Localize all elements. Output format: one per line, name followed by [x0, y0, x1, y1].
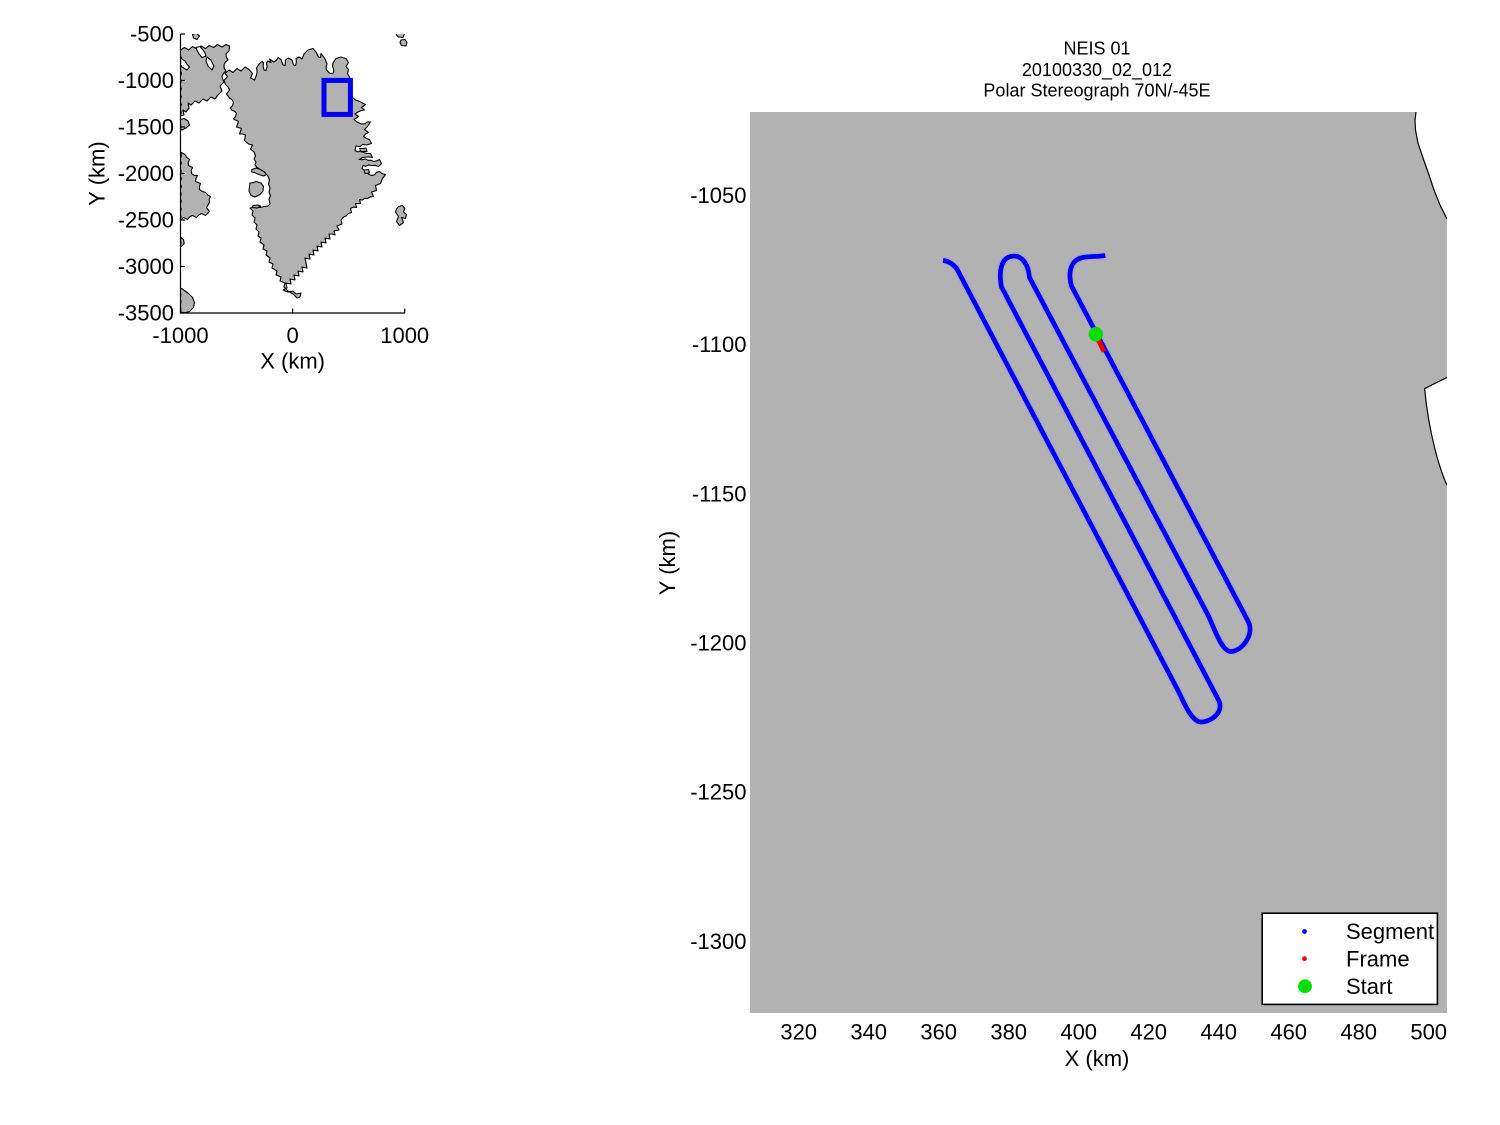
svg-text:320: 320 [780, 1019, 817, 1044]
svg-text:-1250: -1250 [690, 780, 746, 805]
svg-text:Polar Stereograph 70N/-45E: Polar Stereograph 70N/-45E [983, 81, 1210, 101]
svg-text:-3000: -3000 [118, 254, 174, 279]
svg-text:440: 440 [1200, 1019, 1237, 1044]
svg-text:-1000: -1000 [152, 323, 208, 348]
svg-text:-1150: -1150 [692, 481, 747, 506]
svg-text:X (km): X (km) [260, 349, 325, 374]
svg-text:-1000: -1000 [118, 68, 174, 93]
svg-text:1000: 1000 [380, 323, 429, 348]
svg-text:-1500: -1500 [118, 115, 174, 140]
svg-text:-500: -500 [130, 22, 174, 47]
svg-text:Y (km): Y (km) [85, 141, 110, 205]
svg-text:NEIS 01: NEIS 01 [1063, 39, 1130, 59]
svg-text:Frame: Frame [1346, 946, 1410, 971]
svg-text:-1100: -1100 [692, 332, 747, 357]
svg-text:400: 400 [1060, 1019, 1097, 1044]
svg-text:340: 340 [850, 1019, 887, 1044]
svg-text:Segment: Segment [1346, 919, 1434, 944]
svg-text:-1300: -1300 [690, 929, 746, 954]
svg-text:20100330_02_012: 20100330_02_012 [1022, 60, 1172, 81]
svg-text:-2500: -2500 [118, 208, 174, 233]
svg-text:Y (km): Y (km) [655, 531, 680, 595]
svg-text:0: 0 [286, 323, 298, 348]
svg-text:Start: Start [1346, 974, 1392, 999]
svg-text:420: 420 [1130, 1019, 1167, 1044]
svg-text:-3500: -3500 [118, 301, 174, 326]
svg-text:460: 460 [1270, 1019, 1307, 1044]
svg-text:-1050: -1050 [690, 183, 746, 208]
svg-text:-2000: -2000 [118, 161, 174, 186]
svg-text:380: 380 [990, 1019, 1027, 1044]
svg-text:360: 360 [920, 1019, 957, 1044]
svg-text:X (km): X (km) [1065, 1046, 1130, 1071]
svg-text:-1200: -1200 [690, 631, 746, 656]
svg-text:480: 480 [1340, 1019, 1377, 1044]
svg-text:500: 500 [1410, 1019, 1447, 1044]
